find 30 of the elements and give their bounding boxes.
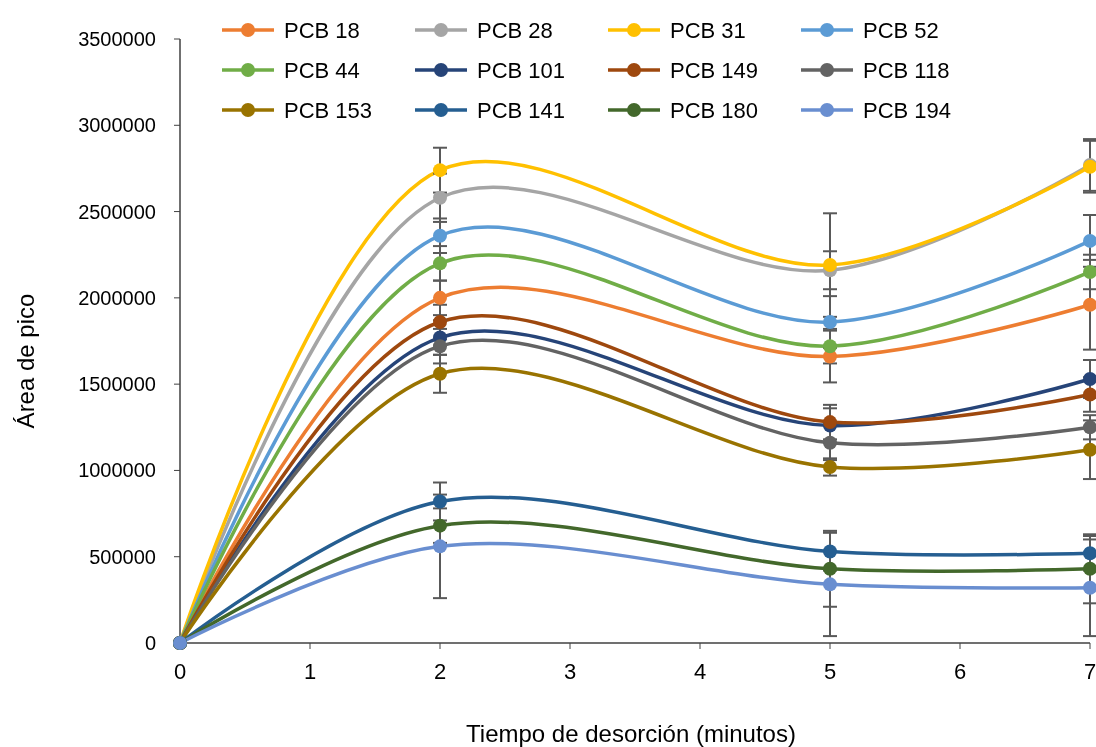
legend-label: PCB 153 bbox=[284, 98, 373, 123]
y-tick-label: 1000000 bbox=[78, 459, 156, 482]
y-tick-label: 3000000 bbox=[78, 114, 156, 137]
x-tick-label: 6 bbox=[953, 659, 967, 684]
legend-label: PCB 28 bbox=[477, 18, 553, 43]
x-tick-label: 0 bbox=[173, 659, 187, 684]
legend-label: PCB 180 bbox=[670, 98, 759, 123]
legend-label: PCB 194 bbox=[863, 98, 952, 123]
legend-label: PCB 118 bbox=[863, 58, 950, 83]
y-axis-title: Área de pico bbox=[12, 293, 39, 429]
legend-label: PCB 18 bbox=[284, 18, 360, 43]
y-tick-label: 3500000 bbox=[78, 28, 156, 50]
legend-label: PCB 52 bbox=[863, 18, 939, 43]
x-tick-label: 3 bbox=[563, 659, 577, 684]
legend-label: PCB 44 bbox=[284, 58, 360, 83]
y-tick-label: 0 bbox=[144, 632, 156, 654]
y-tick-label: 2000000 bbox=[78, 286, 156, 309]
x-tick-label: 2 bbox=[433, 659, 447, 684]
x-axis-title: Tiempo de desorción (minutos) bbox=[466, 720, 796, 747]
y-tick-label: 1500000 bbox=[78, 373, 156, 396]
x-tick-label: 4 bbox=[693, 659, 707, 684]
x-tick-label: 1 bbox=[303, 659, 317, 684]
x-tick-label: 5 bbox=[823, 659, 837, 684]
x-tick-label: 7 bbox=[1083, 659, 1096, 684]
legend-label: PCB 101 bbox=[477, 58, 566, 83]
legend-label: PCB 149 bbox=[670, 58, 759, 83]
legend-label: PCB 141 bbox=[477, 98, 566, 123]
legend-label: PCB 31 bbox=[670, 18, 746, 43]
y-tick-label: 2500000 bbox=[78, 200, 156, 223]
y-tick-label: 500000 bbox=[89, 545, 156, 568]
